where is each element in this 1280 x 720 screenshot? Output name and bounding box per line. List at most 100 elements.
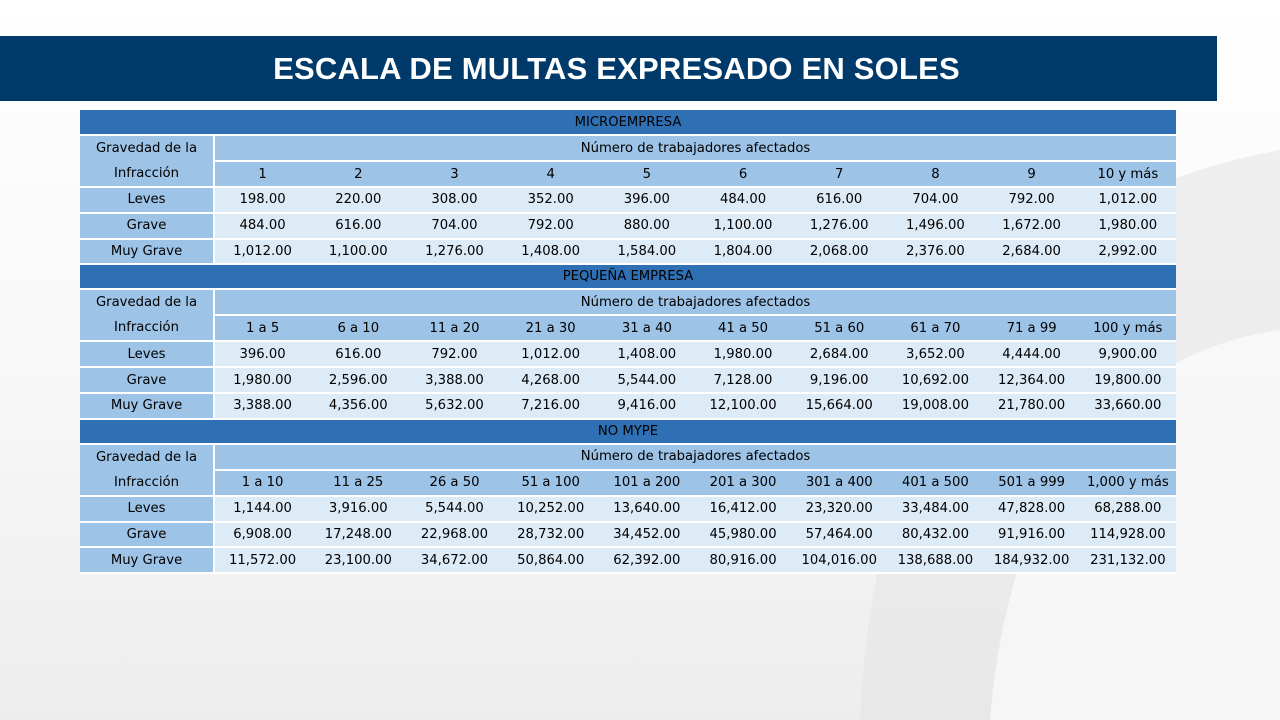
worker-range-header: 1 a 5 [214,315,311,343]
fine-value-cell: 5,544.00 [598,367,695,394]
worker-range-header: 401 a 500 [887,469,984,497]
fine-value-cell: 45,980.00 [694,521,792,549]
fine-value-cell: 17,248.00 [310,521,407,549]
section-header-row: PEQUEÑA EMPRESA [80,264,1176,291]
workers-header: Número de trabajadores afectados [214,443,1176,471]
fine-value-cell: 23,320.00 [791,495,888,523]
fine-value-cell: 104,016.00 [791,547,888,575]
worker-range-header: 2 [310,161,407,188]
fine-value-cell: 4,356.00 [310,392,407,420]
fine-value-cell: 308.00 [406,187,503,214]
severity-label: Leves [80,495,215,523]
fine-value-cell: 1,276.00 [406,238,503,266]
fine-value-cell: 1,408.00 [598,341,695,369]
gravedad-label-line1: Gravedad de la [95,295,198,311]
fine-value-cell: 396.00 [598,187,695,214]
fine-value-cell: 23,100.00 [310,547,407,575]
table-row-leves: Leves 198.00 220.00 308.00 352.00 396.00 484.0… [80,187,1176,214]
worker-range-header: 1,000 y más [1079,469,1176,497]
fine-value-cell: 9,900.00 [1079,341,1176,369]
worker-range-header: 8 [887,161,984,188]
worker-range-header: 11 a 20 [406,315,503,343]
fine-value-cell: 704.00 [406,212,503,240]
fine-value-cell: 5,544.00 [406,495,503,523]
fine-value-cell: 792.00 [983,187,1080,214]
fine-value-cell: 10,692.00 [887,367,984,394]
fine-value-cell: 80,432.00 [887,521,984,549]
fine-value-cell: 91,916.00 [983,521,1080,549]
gravedad-label-line2: Infracción [114,166,179,181]
fine-value-cell: 1,980.00 [214,367,311,394]
fine-value-cell: 616.00 [791,187,888,214]
fine-value-cell: 21,780.00 [983,392,1080,420]
fine-value-cell: 3,652.00 [887,341,984,369]
fine-value-cell: 198.00 [214,187,311,214]
fine-value-cell: 80,916.00 [694,547,792,575]
column-header-row: Gravedad de la Infracción Número de trabaj… [80,289,1176,343]
fine-value-cell: 13,640.00 [598,495,695,523]
worker-range-header: 6 a 10 [310,315,407,343]
fine-value-cell: 7,128.00 [694,367,792,394]
page-title: ESCALA DE MULTAS EXPRESADO EN SOLES [273,50,960,86]
table-row-grave: Grave 1,980.00 2,596.00 3,388.00 4,268.00 5,5… [80,367,1176,394]
fine-value-cell: 1,980.00 [694,341,792,369]
fine-value-cell: 9,196.00 [791,367,888,394]
fine-value-cell: 2,992.00 [1079,238,1176,266]
section-title: NO MYPE [80,418,1176,445]
fine-value-cell: 12,100.00 [694,392,792,420]
worker-range-header: 51 a 60 [791,315,888,343]
fine-value-cell: 484.00 [214,212,311,240]
fine-value-cell: 7,216.00 [502,392,599,420]
worker-range-header: 71 a 99 [983,315,1080,343]
fine-value-cell: 231,132.00 [1079,547,1176,575]
fine-value-cell: 6,908.00 [214,521,311,549]
gravedad-header: Gravedad de la Infracción [80,289,215,343]
worker-range-header: 5 [598,161,695,188]
fine-value-cell: 2,376.00 [887,238,984,266]
column-header-row: Gravedad de la Infracción Número de trabaj… [80,443,1176,497]
fine-value-cell: 1,012.00 [214,238,311,266]
worker-range-header: 61 a 70 [887,315,984,343]
worker-range-header: 7 [791,161,888,188]
worker-range-header: 100 y más [1079,315,1176,343]
worker-range-header: 41 a 50 [694,315,792,343]
severity-label: Grave [80,212,215,240]
fine-value-cell: 1,012.00 [502,341,599,369]
fines-table: MICROEMPRESA Gravedad de la Infracción Núme… [80,110,1176,575]
table-row-grave: Grave 484.00 616.00 704.00 792.00 880.00 1,100… [80,212,1176,240]
gravedad-label-line1: Gravedad de la [95,449,198,465]
fine-value-cell: 1,672.00 [983,212,1080,240]
fines-table-container: MICROEMPRESA Gravedad de la Infracción Núme… [80,110,1176,575]
fine-value-cell: 2,068.00 [791,238,888,266]
workers-header: Número de trabajadores afectados [214,289,1176,317]
fine-value-cell: 1,408.00 [502,238,599,266]
fine-value-cell: 1,100.00 [310,238,407,266]
fine-value-cell: 2,684.00 [983,238,1080,266]
severity-label: Grave [80,521,215,549]
section-title: PEQUEÑA EMPRESA [80,264,1176,291]
fine-value-cell: 396.00 [214,341,311,369]
worker-range-header: 21 a 30 [502,315,599,343]
fine-value-cell: 4,444.00 [983,341,1080,369]
fine-value-cell: 792.00 [502,212,599,240]
fine-value-cell: 16,412.00 [694,495,792,523]
fine-value-cell: 704.00 [887,187,984,214]
gravedad-header: Gravedad de la Infracción [80,443,215,497]
fine-value-cell: 1,980.00 [1079,212,1176,240]
worker-range-row: 1 2 3 4 5 6 7 8 9 10 y más [80,161,1176,188]
fine-value-cell: 3,388.00 [214,392,311,420]
fine-value-cell: 1,584.00 [598,238,695,266]
table-row-muy-grave: Muy Grave 1,012.00 1,100.00 1,276.00 1,408.0… [80,238,1176,266]
fine-value-cell: 28,732.00 [502,521,599,549]
table-row-leves: Leves 396.00 616.00 792.00 1,012.00 1,408.00 1… [80,341,1176,369]
fine-value-cell: 114,928.00 [1079,521,1176,549]
section-title: MICROEMPRESA [80,110,1176,136]
fine-value-cell: 11,572.00 [214,547,311,575]
fine-value-cell: 616.00 [310,341,407,369]
fine-value-cell: 34,452.00 [598,521,695,549]
fine-value-cell: 220.00 [310,187,407,214]
fine-value-cell: 1,012.00 [1079,187,1176,214]
fine-value-cell: 34,672.00 [406,547,503,575]
gravedad-label-line2: Infracción [114,320,179,336]
